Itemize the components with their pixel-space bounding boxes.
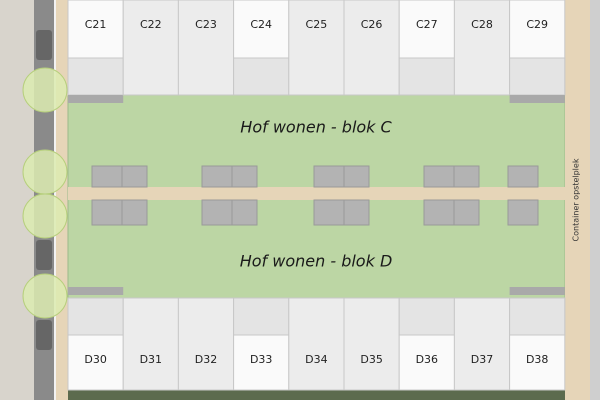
verge bbox=[0, 0, 34, 400]
lot-label: D36 bbox=[416, 353, 438, 366]
shed bbox=[91, 199, 123, 226]
lot bbox=[288, 297, 345, 391]
lot-label: D32 bbox=[195, 353, 217, 366]
lot-yard bbox=[233, 297, 290, 336]
lot-shed bbox=[509, 287, 565, 295]
shed bbox=[507, 165, 539, 188]
lot-yard bbox=[67, 297, 124, 336]
shed bbox=[121, 165, 148, 188]
lot bbox=[453, 297, 511, 391]
lot-label: D33 bbox=[250, 353, 272, 366]
tree bbox=[22, 193, 68, 239]
lot bbox=[343, 0, 400, 96]
shed bbox=[121, 199, 148, 226]
tree bbox=[22, 67, 68, 113]
shed bbox=[507, 199, 539, 226]
block-title: Hof wonen - blok D bbox=[240, 252, 393, 271]
shed bbox=[231, 199, 258, 226]
tree bbox=[22, 273, 68, 319]
lot-shed bbox=[68, 287, 124, 295]
shed bbox=[313, 165, 345, 188]
lots: C21 C22 C23 C24 C25 C26 C27 C28 C29 D30 D31 D32 D33 D… bbox=[67, 0, 566, 391]
side-label: Container opstelplek bbox=[572, 158, 581, 241]
lot-label: C27 bbox=[416, 18, 438, 31]
lot-yard bbox=[509, 57, 566, 96]
lot-label: C25 bbox=[306, 18, 328, 31]
edge bbox=[590, 0, 600, 400]
lot-yard bbox=[509, 297, 566, 336]
lot-label: D34 bbox=[305, 353, 327, 366]
container-area bbox=[565, 0, 590, 400]
shed bbox=[423, 199, 455, 226]
lot bbox=[343, 297, 400, 391]
lot bbox=[288, 0, 345, 96]
car bbox=[36, 240, 52, 270]
shed bbox=[91, 165, 123, 188]
shed bbox=[423, 165, 455, 188]
lot-label: D31 bbox=[140, 353, 162, 366]
tree bbox=[22, 149, 68, 195]
block-title: Hof wonen - blok C bbox=[240, 118, 392, 137]
shed bbox=[453, 165, 480, 188]
lot-yard bbox=[67, 57, 124, 96]
shed bbox=[453, 199, 480, 226]
lot bbox=[177, 297, 235, 391]
lot-label: D35 bbox=[360, 353, 382, 366]
lot-label: C28 bbox=[471, 18, 493, 31]
lot-shed bbox=[509, 95, 565, 103]
shed bbox=[313, 199, 345, 226]
courtyard-path bbox=[68, 187, 565, 200]
shed bbox=[343, 199, 370, 226]
lot-yard bbox=[398, 297, 455, 336]
trees bbox=[22, 67, 68, 319]
lot-label: C29 bbox=[526, 18, 548, 31]
lot bbox=[122, 297, 179, 391]
lot-label: C26 bbox=[361, 18, 383, 31]
hedge bbox=[68, 390, 565, 400]
shed bbox=[201, 199, 233, 226]
lot bbox=[177, 0, 235, 96]
car bbox=[36, 30, 52, 60]
lot-label: C21 bbox=[85, 18, 107, 31]
lot-yard bbox=[233, 57, 290, 96]
shed bbox=[343, 165, 370, 188]
shed bbox=[201, 165, 233, 188]
lot-yard bbox=[398, 57, 455, 96]
lot-shed bbox=[68, 95, 124, 103]
lot-label: D30 bbox=[84, 353, 106, 366]
lot-label: D38 bbox=[526, 353, 548, 366]
lot-label: C24 bbox=[250, 18, 272, 31]
lot-label: D37 bbox=[471, 353, 493, 366]
lot bbox=[122, 0, 179, 96]
lot-label: C23 bbox=[195, 18, 217, 31]
lot-label: C22 bbox=[140, 18, 162, 31]
car bbox=[36, 320, 52, 350]
lot bbox=[453, 0, 511, 96]
shed bbox=[231, 165, 258, 188]
